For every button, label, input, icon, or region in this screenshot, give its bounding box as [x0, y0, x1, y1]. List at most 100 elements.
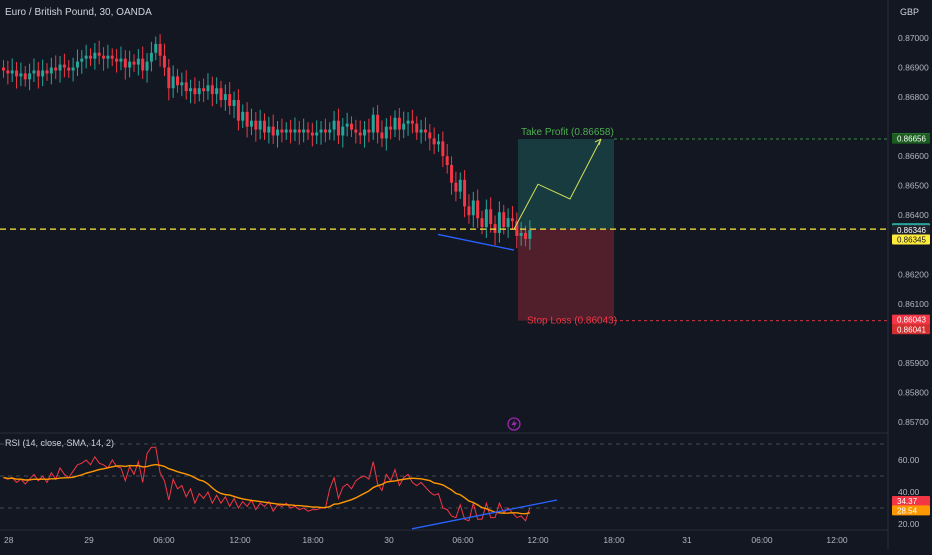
- candle-body: [524, 232, 527, 239]
- take-profit-zone[interactable]: [518, 139, 614, 230]
- price-badge: 0.86043: [892, 314, 930, 325]
- candle-body: [380, 132, 384, 139]
- time-tick-label: 18:00: [302, 535, 324, 545]
- candle-body: [476, 200, 480, 219]
- price-badge-label: 0.86345: [897, 235, 926, 244]
- candle-body: [15, 70, 19, 77]
- price-tick-label: 0.85900: [898, 358, 929, 368]
- candle-body: [271, 126, 275, 136]
- candle-body: [249, 120, 253, 127]
- candle-body: [215, 88, 219, 95]
- candle-body: [228, 94, 232, 106]
- candle-body: [336, 120, 340, 136]
- candle-body: [497, 212, 501, 233]
- candle-body: [376, 114, 380, 133]
- candle-body: [358, 132, 362, 136]
- candle-body: [432, 138, 436, 145]
- candle-body: [36, 70, 40, 77]
- candle-body: [232, 100, 236, 106]
- candle-body: [293, 129, 297, 133]
- price-tick-label: 0.85700: [898, 417, 929, 427]
- candle-body: [284, 129, 288, 133]
- currency-label: GBP: [900, 7, 919, 17]
- candle-body: [154, 43, 158, 53]
- time-tick-label: 28: [4, 535, 14, 545]
- candle-body: [419, 129, 423, 133]
- candle-body: [102, 55, 106, 59]
- candle-body: [328, 129, 332, 133]
- candle-body: [267, 126, 271, 133]
- candle-body: [263, 120, 266, 133]
- time-tick-label: 18:00: [603, 535, 625, 545]
- candle-body: [345, 123, 349, 127]
- candle-body: [236, 100, 240, 121]
- candle-body: [445, 156, 449, 166]
- price-tick-label: 0.85800: [898, 387, 929, 397]
- candle-body: [45, 70, 49, 74]
- candle-body: [41, 70, 45, 77]
- support-trendline[interactable]: [437, 233, 515, 251]
- candle-body: [484, 209, 488, 228]
- stop-loss-zone[interactable]: [518, 229, 614, 321]
- price-tick-label: 0.86800: [898, 92, 929, 102]
- candle-body: [306, 129, 310, 133]
- candle-body: [71, 67, 75, 71]
- rsi-badge: 34.37: [892, 496, 930, 507]
- forecast-path[interactable]: [513, 138, 602, 230]
- candle-body: [363, 129, 367, 136]
- candle-body: [128, 61, 132, 68]
- candle-body: [502, 212, 506, 228]
- candle-body: [519, 232, 523, 236]
- rsi-legend[interactable]: RSI (14, close, SMA, 14, 2): [5, 438, 114, 448]
- candle-body: [19, 73, 23, 77]
- candle-body: [210, 85, 214, 95]
- candle-body: [410, 120, 414, 124]
- candle-body: [136, 58, 140, 65]
- candle-body: [354, 129, 358, 133]
- candle-body: [119, 58, 123, 62]
- time-tick-label: 06:00: [153, 535, 175, 545]
- candle-body: [189, 88, 193, 92]
- candle-body: [463, 179, 467, 207]
- price-badge-label: 0.86043: [897, 316, 926, 325]
- candle-body: [350, 123, 353, 130]
- price-badge-label: 0.86346: [897, 226, 926, 235]
- candle-body: [176, 76, 179, 86]
- candle-body: [171, 76, 175, 89]
- candle-body: [528, 230, 532, 239]
- candle-body: [241, 111, 245, 121]
- price-tick-label: 0.86400: [898, 210, 929, 220]
- price-badge: 0.86656: [892, 133, 930, 144]
- candle-body: [467, 206, 471, 216]
- price-badge-label: 0.86041: [897, 325, 926, 334]
- candle-body: [371, 114, 375, 133]
- rsi-trendline[interactable]: [411, 499, 558, 530]
- candle-body: [258, 120, 262, 130]
- alert-icon[interactable]: [507, 417, 521, 431]
- time-tick-label: 12:00: [527, 535, 549, 545]
- candle-body: [84, 55, 88, 59]
- candle-body: [341, 126, 345, 136]
- candle-body: [49, 67, 53, 74]
- candle-body: [132, 61, 136, 65]
- candle-body: [319, 129, 323, 133]
- candle-body: [489, 209, 493, 225]
- price-tick-label: 0.86500: [898, 181, 929, 191]
- candle-body: [167, 67, 171, 89]
- candle-body: [149, 52, 153, 62]
- candle-body: [180, 82, 184, 86]
- price-tick-label: 0.86200: [898, 269, 929, 279]
- candle-body: [245, 111, 249, 127]
- time-tick-label: 29: [84, 535, 94, 545]
- candle-body: [397, 117, 401, 130]
- candle-body: [32, 70, 36, 74]
- candle-body: [75, 61, 79, 68]
- candle-body: [62, 64, 66, 68]
- price-tick-label: 0.86900: [898, 63, 929, 73]
- candle-body: [302, 129, 306, 133]
- candle-body: [162, 55, 166, 68]
- candle-body: [450, 165, 454, 183]
- candle-body: [480, 218, 484, 228]
